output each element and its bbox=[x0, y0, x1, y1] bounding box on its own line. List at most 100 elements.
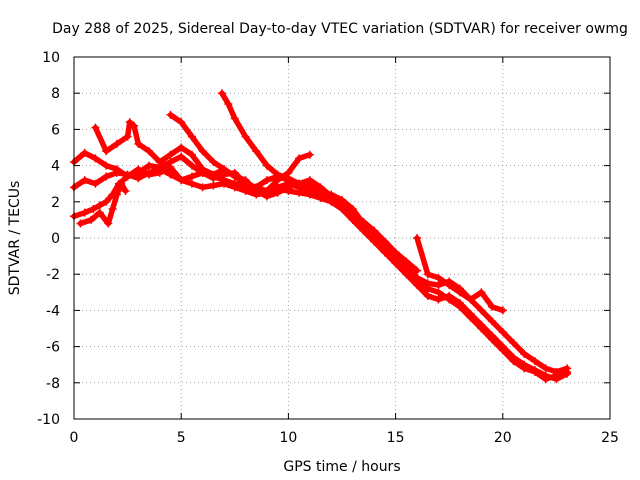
data-point bbox=[95, 201, 104, 210]
data-point bbox=[262, 176, 271, 185]
data-point bbox=[295, 154, 304, 163]
data-point bbox=[117, 179, 126, 188]
data-point bbox=[370, 237, 379, 246]
data-point bbox=[305, 190, 314, 199]
y-tick-label: -4 bbox=[46, 303, 60, 319]
data-point bbox=[434, 295, 443, 304]
data-point bbox=[102, 197, 111, 206]
data-point bbox=[134, 168, 143, 177]
data-point bbox=[455, 299, 464, 308]
data-point bbox=[241, 176, 250, 185]
data-point bbox=[338, 201, 346, 210]
x-tick-label: 0 bbox=[70, 430, 79, 446]
data-point bbox=[284, 174, 293, 183]
data-point bbox=[80, 176, 89, 185]
data-point bbox=[155, 157, 164, 166]
data-point bbox=[305, 176, 314, 185]
data-point bbox=[402, 257, 411, 266]
data-point bbox=[348, 210, 357, 219]
y-axis-label: SDTVAR / TECUs bbox=[7, 181, 23, 296]
data-point bbox=[455, 288, 464, 297]
data-point bbox=[177, 176, 186, 185]
data-point bbox=[413, 273, 422, 282]
y-tick-label: -6 bbox=[46, 340, 60, 356]
data-point bbox=[87, 215, 96, 224]
data-point bbox=[80, 208, 89, 217]
data-point bbox=[498, 328, 507, 337]
data-point bbox=[466, 310, 475, 319]
data-point bbox=[102, 172, 111, 181]
data-point bbox=[187, 179, 196, 188]
data-point bbox=[241, 132, 250, 141]
data-point bbox=[198, 147, 207, 156]
data-point bbox=[91, 154, 100, 163]
data-point bbox=[423, 270, 432, 279]
data-point bbox=[209, 170, 218, 179]
x-tick-label: 25 bbox=[601, 430, 619, 446]
data-point bbox=[552, 375, 561, 384]
data-point bbox=[187, 132, 196, 141]
data-point bbox=[402, 270, 411, 279]
x-tick-label: 15 bbox=[387, 430, 405, 446]
data-point bbox=[445, 281, 454, 290]
data-point bbox=[209, 157, 218, 166]
y-tick-label: 10 bbox=[42, 50, 60, 66]
data-point bbox=[466, 295, 475, 304]
data-point bbox=[434, 273, 443, 282]
data-point bbox=[224, 100, 233, 109]
data-point bbox=[284, 183, 293, 192]
data-point bbox=[445, 291, 454, 300]
data-point bbox=[541, 364, 550, 373]
x-tick-label: 10 bbox=[279, 430, 297, 446]
data-point bbox=[434, 288, 443, 297]
data-point bbox=[509, 353, 518, 362]
data-point bbox=[177, 118, 186, 127]
data-point bbox=[423, 279, 432, 288]
data-point bbox=[198, 183, 207, 192]
data-point bbox=[145, 147, 154, 156]
data-series bbox=[70, 89, 572, 384]
data-point bbox=[305, 150, 314, 159]
data-point bbox=[391, 248, 400, 257]
data-point bbox=[262, 192, 271, 201]
data-point bbox=[413, 234, 422, 242]
data-point bbox=[413, 266, 422, 275]
data-point bbox=[198, 165, 207, 174]
data-point bbox=[134, 139, 143, 148]
data-point bbox=[262, 161, 271, 170]
data-point bbox=[187, 161, 196, 170]
data-point bbox=[477, 288, 486, 297]
data-point bbox=[370, 226, 379, 235]
data-point bbox=[488, 331, 497, 340]
data-point bbox=[391, 259, 400, 268]
data-point bbox=[530, 366, 539, 375]
data-point bbox=[145, 161, 154, 170]
data-point bbox=[380, 237, 389, 246]
data-point bbox=[273, 188, 282, 197]
data-point bbox=[112, 139, 121, 148]
data-point bbox=[102, 161, 111, 170]
data-point bbox=[252, 147, 261, 156]
series-track-6 bbox=[219, 90, 377, 234]
data-point bbox=[166, 150, 175, 159]
data-point bbox=[316, 183, 325, 192]
data-point bbox=[91, 123, 100, 132]
data-point bbox=[230, 179, 239, 188]
y-tick-label: 6 bbox=[51, 122, 60, 138]
x-tick-label: 5 bbox=[177, 430, 186, 446]
data-point bbox=[166, 110, 175, 119]
data-point bbox=[95, 208, 104, 217]
data-point bbox=[273, 170, 282, 179]
data-point bbox=[295, 179, 304, 188]
data-point bbox=[80, 148, 89, 157]
data-point bbox=[552, 367, 561, 376]
data-point bbox=[327, 192, 336, 201]
data-point bbox=[125, 118, 134, 127]
data-point bbox=[477, 320, 486, 329]
data-point bbox=[123, 132, 132, 141]
data-point bbox=[112, 165, 121, 174]
data-point bbox=[112, 190, 121, 199]
y-tick-label: 0 bbox=[51, 231, 60, 247]
data-point bbox=[108, 205, 117, 214]
data-point bbox=[89, 205, 98, 214]
